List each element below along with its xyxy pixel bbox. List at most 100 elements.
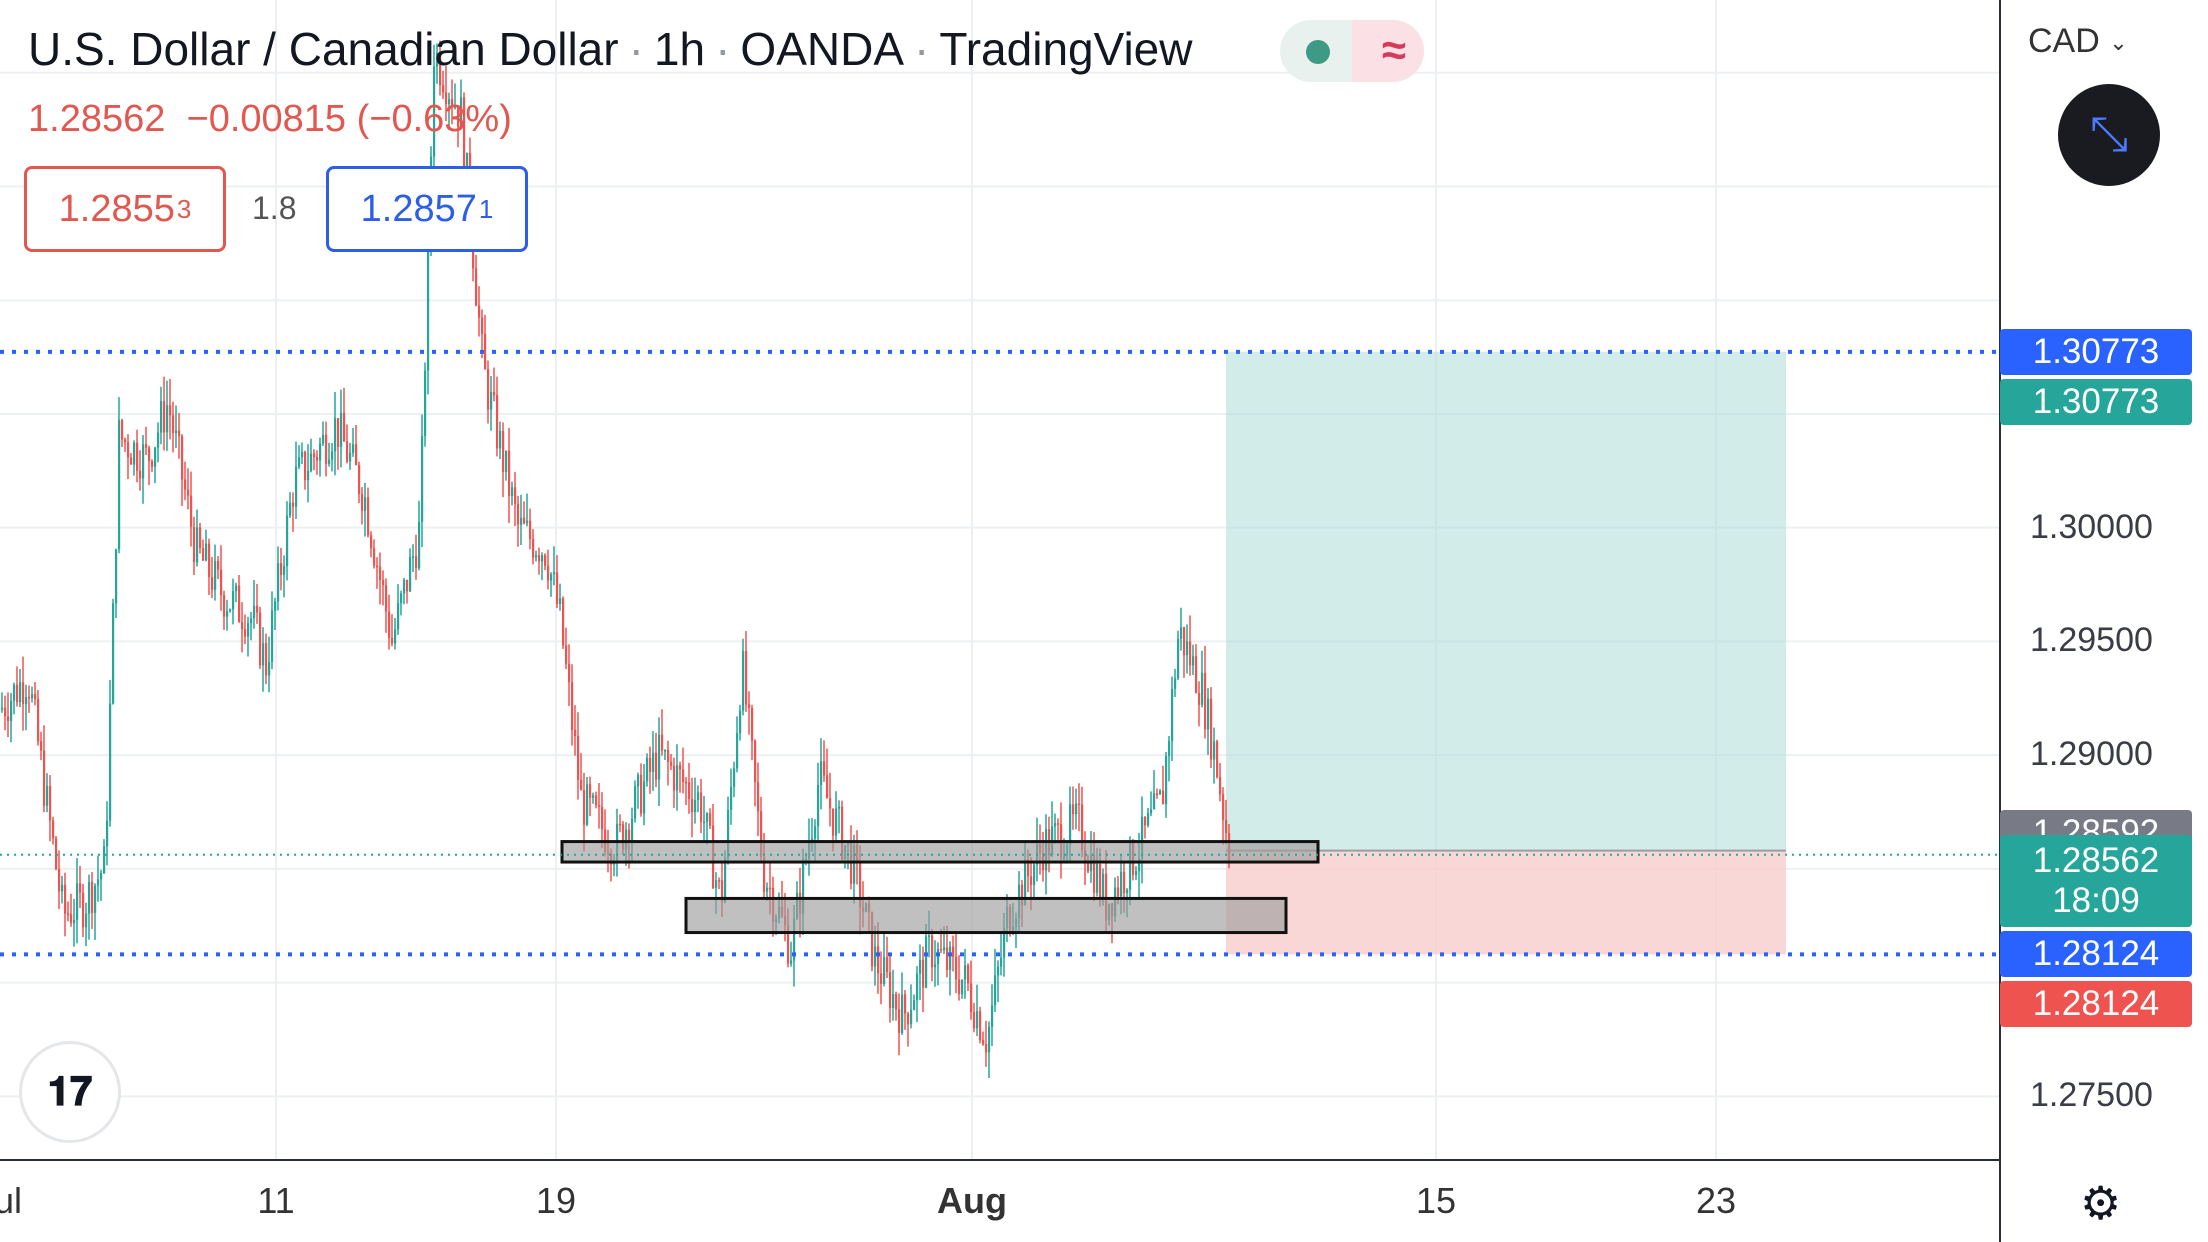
candle-body [949, 946, 952, 970]
interval-label[interactable]: 1h [653, 23, 706, 75]
candle [4, 695, 7, 731]
candle [937, 942, 940, 986]
candle [388, 594, 391, 650]
candle-body [982, 1040, 985, 1045]
candle-body [529, 520, 532, 539]
candle-body [193, 526, 196, 563]
candle [571, 664, 574, 746]
candle [28, 685, 31, 713]
candle [67, 901, 70, 922]
candle-body [427, 234, 430, 371]
candle [883, 930, 886, 987]
candle-body [985, 1044, 988, 1053]
ask-price: 1.2857 [360, 187, 477, 230]
ask-price-pip: 1 [478, 193, 494, 224]
candle-body [709, 813, 712, 826]
tradingview-logo-icon[interactable]: 𝟏𝟕 [22, 1044, 118, 1140]
candle-body [49, 785, 52, 821]
candle [412, 544, 415, 573]
candle [118, 397, 121, 554]
candle-body [196, 527, 199, 563]
candle-body [448, 99, 451, 105]
price-change-percent: (−0.63%) [356, 98, 512, 140]
candle-body [964, 965, 967, 980]
candle [73, 898, 76, 947]
time-tick-label: 15 [1415, 1180, 1457, 1221]
candle [556, 555, 559, 608]
candle-body [1072, 804, 1075, 815]
candle-body [553, 572, 556, 575]
candle [1210, 687, 1213, 769]
candle-body [187, 489, 190, 496]
candle [1198, 681, 1201, 727]
candle [1195, 644, 1198, 694]
candle-body [1003, 928, 1006, 958]
candle [88, 874, 91, 940]
candle [973, 1002, 976, 1033]
candle-body [961, 979, 964, 995]
candle-body [1000, 957, 1003, 967]
candle-body [463, 97, 466, 167]
candle [172, 401, 175, 453]
candle [1207, 688, 1210, 755]
candle [547, 549, 550, 590]
candle [208, 538, 211, 596]
candle [436, 43, 439, 84]
candle-body [736, 733, 739, 769]
candle-body [1120, 871, 1123, 897]
candle [889, 956, 892, 1023]
candle-body [754, 740, 757, 783]
candle [598, 783, 601, 829]
candle-body [400, 593, 403, 604]
candle-body [454, 106, 457, 108]
candle-body [832, 808, 835, 836]
candle [391, 614, 394, 647]
candle [730, 768, 733, 825]
candle-body [637, 774, 640, 787]
candle-body [997, 966, 1000, 976]
candle [493, 367, 496, 402]
candle [985, 1020, 988, 1067]
candle-body [883, 957, 886, 984]
candle-body [1021, 884, 1024, 906]
candle [100, 869, 103, 902]
candle [1057, 818, 1060, 844]
collapse-icon[interactable]: ⤡ [2058, 84, 2160, 186]
candle-body [373, 548, 376, 566]
candle-body [967, 965, 970, 984]
sell-button[interactable]: 1.2855 3 [24, 166, 226, 252]
candle-body [532, 538, 535, 558]
settings-gear-icon[interactable]: ⚙ [2080, 1177, 2122, 1229]
candle-body [562, 598, 565, 646]
candle-body [475, 268, 478, 306]
candle-body [1030, 876, 1033, 885]
candle [1153, 770, 1156, 810]
market-status-pill[interactable]: ≈ [1280, 20, 1424, 82]
candle [649, 746, 652, 794]
candle [511, 481, 514, 506]
candle [601, 792, 604, 848]
candle [46, 773, 49, 813]
candle-body [898, 1009, 901, 1034]
price-tick-label: 1.29000 [2030, 735, 2153, 774]
currency-selector[interactable]: CAD ⌄ [2028, 22, 2128, 61]
candle-body [70, 914, 73, 924]
candle [103, 839, 106, 874]
candle [439, 40, 442, 96]
demand-zone-box [560, 840, 1320, 864]
candle [70, 893, 73, 927]
candle [823, 740, 826, 782]
candle-body [130, 457, 133, 465]
price-tick-label: 1.30000 [2030, 507, 2153, 546]
candle-body [10, 700, 13, 721]
candle [1177, 630, 1180, 681]
candle [520, 494, 523, 546]
buy-button[interactable]: 1.2857 1 [326, 166, 528, 252]
candle-body [322, 434, 325, 444]
candle [997, 960, 1000, 1003]
candle [154, 446, 157, 484]
candle [898, 993, 901, 1056]
candle [43, 725, 46, 813]
candle-body [937, 948, 940, 965]
